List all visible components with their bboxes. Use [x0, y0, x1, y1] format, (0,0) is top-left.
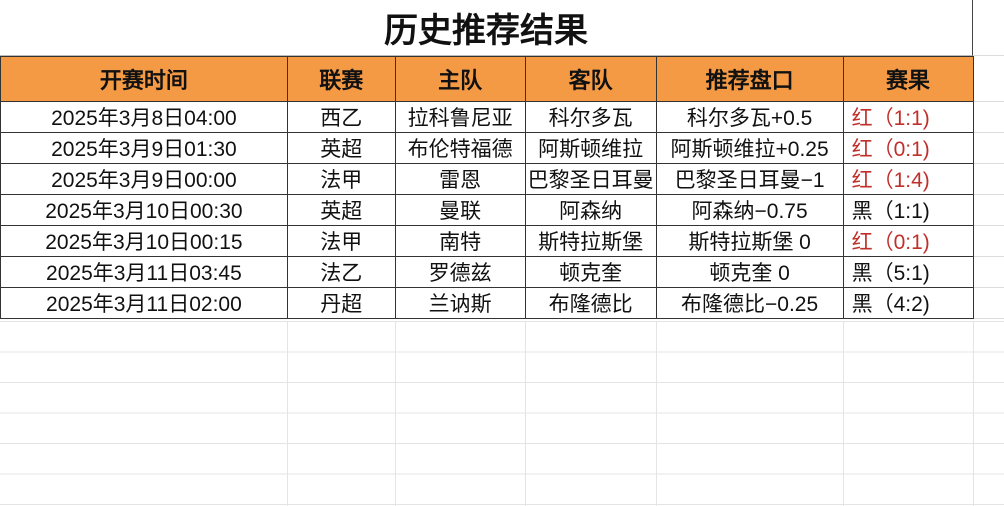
empty-cell[interactable]	[972, 163, 1004, 195]
table-row: 2025年3月10日00:15 法甲 南特 斯特拉斯堡 斯特拉斯堡 0 红（0:1)	[0, 225, 1004, 257]
cell-away[interactable]: 巴黎圣日耳曼	[524, 163, 657, 195]
cell-home[interactable]: 兰讷斯	[394, 287, 526, 319]
header-result[interactable]: 赛果	[842, 56, 974, 102]
cell-pick[interactable]: 科尔多瓦+0.5	[655, 101, 844, 133]
cell-home[interactable]: 布伦特福德	[394, 132, 526, 164]
cell-result[interactable]: 黑（5:1)	[842, 256, 974, 288]
table-row: 2025年3月11日03:45 法乙 罗德兹 顿克奎 顿克奎 0 黑（5:1)	[0, 256, 1004, 288]
cell-pick[interactable]: 布隆德比−0.25	[655, 287, 844, 319]
cell-result[interactable]: 黑（4:2)	[842, 287, 974, 319]
cell-pick[interactable]: 巴黎圣日耳曼−1	[655, 163, 844, 195]
empty-cell[interactable]	[972, 56, 1004, 102]
table-row: 2025年3月11日02:00 丹超 兰讷斯 布隆德比 布隆德比−0.25 黑（4:2)	[0, 287, 1004, 319]
grid-line	[287, 321, 288, 506]
grid-line	[395, 321, 396, 506]
empty-cell[interactable]	[972, 194, 1004, 226]
header-away[interactable]: 客队	[524, 56, 657, 102]
empty-cell[interactable]	[972, 225, 1004, 257]
cell-away[interactable]: 顿克奎	[524, 256, 657, 288]
header-time[interactable]: 开赛时间	[0, 56, 288, 102]
cell-result[interactable]: 红（1:1)	[842, 101, 974, 133]
header-pick[interactable]: 推荐盘口	[655, 56, 844, 102]
cell-away[interactable]: 阿森纳	[524, 194, 657, 226]
grid-line	[973, 321, 974, 506]
empty-cell[interactable]	[972, 287, 1004, 319]
sheet-title: 历史推荐结果	[0, 0, 973, 56]
empty-cell[interactable]	[972, 132, 1004, 164]
cell-pick[interactable]: 阿森纳−0.75	[655, 194, 844, 226]
cell-time[interactable]: 2025年3月10日00:15	[0, 225, 288, 257]
cell-league[interactable]: 英超	[286, 194, 396, 226]
table-row: 2025年3月8日04:00 西乙 拉科鲁尼亚 科尔多瓦 科尔多瓦+0.5 红（1:1)	[0, 101, 1004, 133]
cell-away[interactable]: 科尔多瓦	[524, 101, 657, 133]
cell-pick[interactable]: 阿斯顿维拉+0.25	[655, 132, 844, 164]
grid-line	[843, 321, 844, 506]
cell-time[interactable]: 2025年3月8日04:00	[0, 101, 288, 133]
cell-league[interactable]: 英超	[286, 132, 396, 164]
empty-cell[interactable]	[972, 256, 1004, 288]
table-row: 2025年3月9日01:30 英超 布伦特福德 阿斯顿维拉 阿斯顿维拉+0.25 红（0:…	[0, 132, 1004, 164]
table-row: 2025年3月9日00:00 法甲 雷恩 巴黎圣日耳曼 巴黎圣日耳曼−1 红（1:4)	[0, 163, 1004, 195]
grid-line	[525, 321, 526, 506]
cell-pick[interactable]: 顿克奎 0	[655, 256, 844, 288]
empty-grid[interactable]	[0, 321, 1004, 506]
cell-result[interactable]: 红（0:1)	[842, 225, 974, 257]
header-row: 开赛时间 联赛 主队 客队 推荐盘口 赛果	[0, 56, 1004, 102]
empty-cell[interactable]	[973, 0, 1004, 56]
cell-time[interactable]: 2025年3月10日00:30	[0, 194, 288, 226]
cell-home[interactable]: 拉科鲁尼亚	[394, 101, 526, 133]
cell-league[interactable]: 法乙	[286, 256, 396, 288]
header-home[interactable]: 主队	[394, 56, 526, 102]
cell-time[interactable]: 2025年3月11日03:45	[0, 256, 288, 288]
cell-league[interactable]: 法甲	[286, 163, 396, 195]
cell-away[interactable]: 阿斯顿维拉	[524, 132, 657, 164]
cell-time[interactable]: 2025年3月9日01:30	[0, 132, 288, 164]
header-league[interactable]: 联赛	[286, 56, 396, 102]
cell-result[interactable]: 红（0:1)	[842, 132, 974, 164]
cell-away[interactable]: 布隆德比	[524, 287, 657, 319]
cell-home[interactable]: 罗德兹	[394, 256, 526, 288]
cell-home[interactable]: 南特	[394, 225, 526, 257]
empty-cell[interactable]	[972, 101, 1004, 133]
cell-result[interactable]: 红（1:4)	[842, 163, 974, 195]
cell-time[interactable]: 2025年3月11日02:00	[0, 287, 288, 319]
cell-home[interactable]: 曼联	[394, 194, 526, 226]
cell-pick[interactable]: 斯特拉斯堡 0	[655, 225, 844, 257]
cell-time[interactable]: 2025年3月9日00:00	[0, 163, 288, 195]
table-row: 2025年3月10日00:30 英超 曼联 阿森纳 阿森纳−0.75 黑（1:1)	[0, 194, 1004, 226]
cell-league[interactable]: 法甲	[286, 225, 396, 257]
grid-line	[656, 321, 657, 506]
cell-home[interactable]: 雷恩	[394, 163, 526, 195]
cell-league[interactable]: 西乙	[286, 101, 396, 133]
cell-league[interactable]: 丹超	[286, 287, 396, 319]
cell-away[interactable]: 斯特拉斯堡	[524, 225, 657, 257]
cell-result[interactable]: 黑（1:1)	[842, 194, 974, 226]
results-table: 开赛时间 联赛 主队 客队 推荐盘口 赛果 2025年3月8日04:00 西乙 拉科…	[0, 56, 1004, 319]
